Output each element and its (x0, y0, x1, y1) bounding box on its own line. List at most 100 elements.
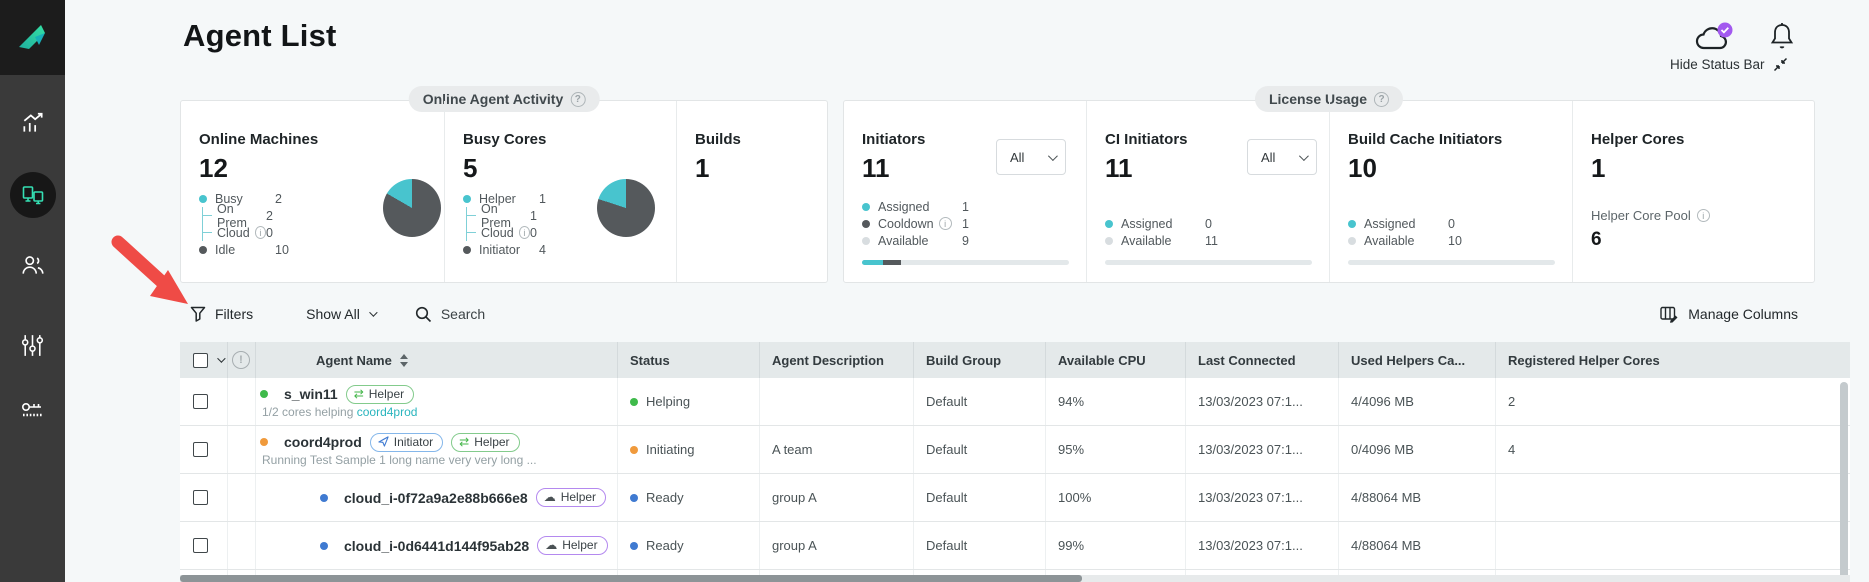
column-header-cpu[interactable]: Available CPU (1046, 342, 1186, 378)
helper-badge: ⇄ Helper (451, 432, 520, 452)
info-icon[interactable]: i (254, 226, 266, 239)
tree-branch (467, 232, 476, 233)
search-input[interactable]: Search (415, 306, 485, 323)
legend-value: 2 (266, 208, 273, 223)
ci-initiators-filter-select[interactable]: All (1247, 139, 1317, 175)
initiators-filter-select[interactable]: All (996, 139, 1066, 175)
select-all-checkbox[interactable] (193, 352, 208, 368)
card-title: Helper Cores (1591, 131, 1685, 148)
legend-label: Available (878, 233, 929, 248)
legend-dot (463, 194, 471, 203)
show-all-dropdown[interactable]: Show All (306, 306, 378, 322)
card-title: Busy Cores (463, 131, 547, 148)
alert-cell (228, 522, 256, 569)
vertical-scrollbar[interactable] (1840, 382, 1848, 582)
last-connected-cell: 13/03/2023 07:1... (1186, 378, 1339, 425)
search-placeholder: Search (440, 306, 486, 322)
sidebar-item-license[interactable] (0, 390, 65, 434)
info-icon[interactable]: i (1696, 209, 1710, 222)
agent-status-dot (320, 493, 328, 502)
column-label: Agent Name (316, 352, 392, 368)
legend-dot (1105, 219, 1113, 228)
help-icon[interactable]: ? (570, 91, 586, 107)
registered-cores-cell: 2 (1508, 394, 1516, 409)
column-header-last-connected[interactable]: Last Connected (1186, 342, 1339, 378)
helper-breakdown: On Prem 1 Cloud i 0 (466, 202, 676, 241)
table-row[interactable]: s_win11 ⇄ Helper 1/2 cores helping coord… (180, 378, 1850, 426)
card-value: 12 (199, 153, 228, 183)
legend-label: Idle (215, 242, 236, 257)
app-logo[interactable] (0, 0, 65, 75)
sidebar-item-users[interactable] (0, 243, 65, 287)
sidebar-item-agents[interactable] (0, 172, 65, 218)
tree-branch (203, 232, 212, 233)
agent-name: cloud_i-0d6441d144f95ab28 (344, 537, 530, 554)
table-toolbar: Filters Show All Search Manage Columns (180, 297, 1850, 331)
column-header-registered[interactable]: Registered Helper Cores (1508, 352, 1660, 368)
status-dot (630, 397, 638, 406)
select-all-header (180, 342, 228, 378)
legend-value: 4 (539, 242, 546, 257)
sidebar (0, 0, 65, 582)
badge-label: Helper (562, 538, 598, 552)
column-header-description[interactable]: Agent Description (760, 342, 914, 378)
agent-status-dot (260, 390, 268, 398)
table-row[interactable]: cloud_i-0d6441d144f95ab28 ☁ Helper Ready… (180, 522, 1850, 570)
legend-value: 11 (1205, 233, 1218, 248)
page-title: Agent List (183, 18, 337, 53)
legend-value: 0 (266, 225, 273, 240)
legend-label: Assigned (1121, 216, 1173, 231)
notifications-button[interactable] (1769, 22, 1795, 57)
card-title: Initiators (862, 131, 926, 148)
ci-initiators-usage-bar (1105, 260, 1312, 265)
row-checkbox[interactable] (193, 394, 208, 409)
build-cache-card: Build Cache Initiators 10 Assigned 0 Ava… (1330, 101, 1573, 282)
legend-value: 10 (1448, 233, 1462, 248)
alert-cell (228, 378, 256, 425)
table-row[interactable]: coord4prod Initiator ⇄ Helper Running Te… (180, 426, 1850, 474)
table-row[interactable]: cloud_i-0f72a9a2e88b666e8 ☁ Helper Ready… (180, 474, 1850, 522)
column-header-used-helpers[interactable]: Used Helpers Ca... (1339, 342, 1496, 378)
used-helpers-cell: 0/4096 MB (1339, 426, 1496, 473)
sidebar-item-dashboard[interactable] (0, 101, 65, 145)
info-icon[interactable]: i (518, 226, 530, 239)
column-header-status[interactable]: Status (618, 342, 760, 378)
card-value: 1 (1591, 153, 1606, 183)
legend-value: 9 (962, 233, 969, 248)
hide-status-bar-button[interactable]: Hide Status Bar (1670, 57, 1800, 72)
manage-columns-icon (1660, 306, 1678, 323)
row-checkbox[interactable] (193, 538, 208, 553)
badge-label: Helper (560, 490, 597, 504)
manage-columns-button[interactable]: Manage Columns (1660, 306, 1798, 323)
row-checkbox[interactable] (193, 442, 208, 457)
row-checkbox[interactable] (193, 490, 208, 505)
ci-initiators-legend: Assigned 0 Available 11 (1105, 215, 1329, 249)
cloud-status-button[interactable] (1695, 22, 1735, 59)
busy-cores-card: Busy Cores 5 Helper 1 On Prem 1 Cloud i 0… (445, 101, 677, 282)
card-title: Build Cache Initiators (1348, 131, 1503, 148)
legend-dot (1105, 236, 1113, 245)
column-header-agent-name[interactable]: Agent Name (256, 342, 618, 378)
card-title: CI Initiators (1105, 131, 1188, 148)
sidebar-item-settings[interactable] (0, 323, 65, 367)
card-value: 5 (463, 153, 478, 183)
chevron-down-icon[interactable] (217, 354, 226, 363)
legend-label: Cloud i (481, 226, 530, 240)
column-header-build-group[interactable]: Build Group (914, 342, 1046, 378)
info-icon[interactable]: i (938, 217, 952, 230)
initiator-icon (378, 436, 389, 447)
card-title: Online Machines (199, 131, 319, 148)
horizontal-scrollbar-thumb[interactable] (180, 575, 1082, 582)
horizontal-scrollbar[interactable] (180, 575, 1850, 582)
assigned-segment (862, 260, 883, 265)
agent-link[interactable]: coord4prod (356, 404, 418, 419)
last-connected-cell: 13/03/2023 07:1... (1186, 522, 1339, 569)
sort-icon[interactable] (399, 353, 408, 367)
card-value: 11 (862, 153, 890, 183)
help-icon[interactable]: ? (1374, 91, 1390, 107)
online-machines-card: Online Machines 12 Busy 2 On Prem 2 Clou… (181, 101, 445, 282)
online-activity-label-text: Online Agent Activity (422, 91, 564, 107)
agent-name-cell: coord4prod Initiator ⇄ Helper Running Te… (256, 426, 618, 473)
filters-button[interactable]: Filters (190, 306, 253, 322)
search-icon (415, 306, 431, 322)
